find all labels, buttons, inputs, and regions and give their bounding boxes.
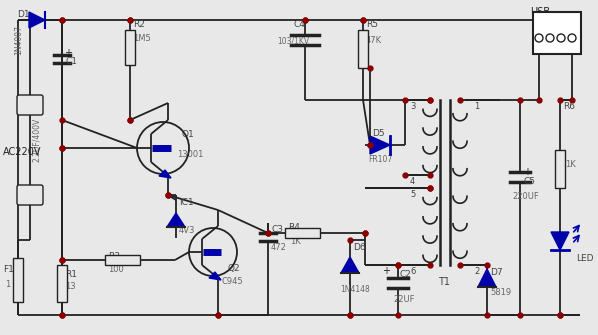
- Text: R3: R3: [108, 252, 120, 261]
- Text: Q2: Q2: [228, 264, 240, 273]
- Text: 1: 1: [474, 102, 479, 111]
- Text: D6: D6: [353, 243, 365, 252]
- Text: 100: 100: [108, 265, 124, 274]
- Text: +: +: [523, 167, 531, 177]
- Bar: [125, 30, 135, 65]
- Text: 1N4148: 1N4148: [340, 285, 370, 294]
- Text: D7: D7: [490, 268, 503, 277]
- Bar: [358, 30, 368, 68]
- Text: C4: C4: [293, 20, 305, 29]
- Text: R2: R2: [133, 20, 145, 29]
- Text: 4V3: 4V3: [179, 226, 196, 235]
- Text: F1: F1: [3, 265, 14, 274]
- Text: Port: Port: [22, 102, 38, 111]
- Polygon shape: [551, 232, 569, 250]
- Text: D1: D1: [17, 10, 30, 19]
- Text: 3: 3: [410, 102, 416, 111]
- Text: T1: T1: [438, 277, 450, 287]
- Text: C1: C1: [65, 57, 77, 66]
- FancyBboxPatch shape: [17, 185, 43, 205]
- Text: 1N4007: 1N4007: [14, 25, 23, 55]
- Polygon shape: [167, 213, 185, 227]
- Text: C5: C5: [523, 177, 535, 186]
- Text: D5: D5: [372, 129, 385, 138]
- Text: 47K: 47K: [366, 36, 382, 45]
- Bar: [13, 258, 23, 302]
- Text: IC1: IC1: [179, 198, 194, 207]
- Text: 472: 472: [271, 243, 287, 252]
- Text: +: +: [382, 266, 390, 276]
- Text: 6: 6: [410, 267, 416, 276]
- Bar: [285, 228, 320, 238]
- Text: 1K: 1K: [290, 237, 301, 246]
- Text: 5: 5: [410, 190, 415, 199]
- Bar: [57, 265, 67, 302]
- Bar: [555, 150, 565, 188]
- Polygon shape: [370, 136, 390, 154]
- Text: C3: C3: [271, 225, 283, 234]
- Text: R1: R1: [65, 270, 77, 279]
- Text: C2: C2: [400, 270, 412, 279]
- Bar: [533, 12, 581, 54]
- Polygon shape: [29, 12, 45, 28]
- FancyBboxPatch shape: [17, 95, 43, 115]
- Text: R6: R6: [563, 102, 575, 111]
- Text: AC220V: AC220V: [3, 147, 41, 157]
- Text: 13001: 13001: [177, 150, 203, 159]
- Text: +: +: [64, 48, 72, 58]
- Text: Port: Port: [22, 192, 38, 201]
- Text: 1M5: 1M5: [133, 34, 151, 43]
- Text: 4: 4: [410, 177, 415, 186]
- Polygon shape: [341, 257, 359, 273]
- Text: 1: 1: [5, 280, 10, 289]
- Text: C945: C945: [221, 277, 243, 286]
- Text: 220UF: 220UF: [512, 192, 539, 201]
- Polygon shape: [478, 269, 496, 287]
- Text: USB: USB: [530, 7, 550, 17]
- Text: 2: 2: [474, 267, 479, 276]
- Text: 2.2UF/400V: 2.2UF/400V: [32, 118, 41, 162]
- Text: 13: 13: [65, 282, 75, 291]
- Text: 1 2 3 4: 1 2 3 4: [537, 20, 563, 29]
- Text: 103/1KV: 103/1KV: [277, 36, 309, 45]
- Text: 22UF: 22UF: [393, 295, 414, 304]
- Text: Q1: Q1: [181, 130, 194, 139]
- Text: LED: LED: [576, 254, 593, 263]
- Text: 5819: 5819: [490, 288, 511, 297]
- Polygon shape: [209, 272, 221, 280]
- Text: 1K: 1K: [565, 160, 576, 169]
- Text: FR107: FR107: [368, 155, 392, 164]
- Text: R4: R4: [288, 223, 300, 232]
- Text: R5: R5: [366, 20, 378, 29]
- Bar: [105, 255, 140, 265]
- Polygon shape: [159, 170, 171, 178]
